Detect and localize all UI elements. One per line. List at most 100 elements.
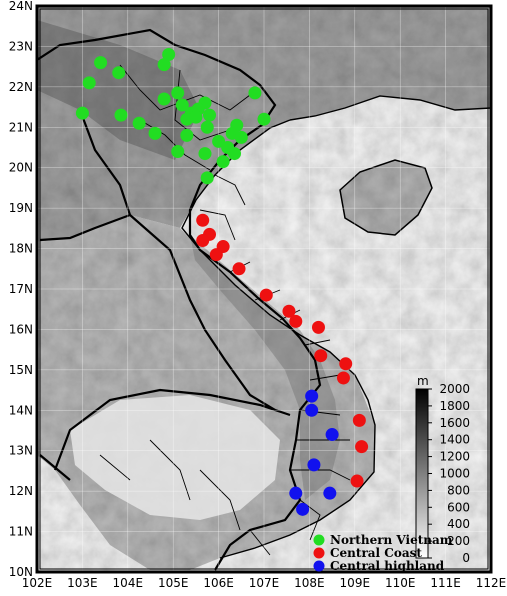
station-northern [203, 108, 217, 122]
colorbar-tick-label: 400 [447, 517, 470, 531]
colorbar-tick-label: 800 [447, 483, 470, 497]
station-northern [162, 48, 176, 62]
station-central-highland [296, 502, 310, 516]
lon-tick-label: 103E [67, 576, 98, 590]
station-northern [114, 108, 128, 122]
stations-central-highland [289, 389, 339, 516]
legend-marker-highland [313, 560, 325, 572]
lon-tick-label: 102E [22, 576, 53, 590]
lon-tick-label: 105E [158, 576, 189, 590]
station-northern [234, 130, 248, 144]
lon-tick-label: 104E [113, 576, 144, 590]
legend: Northern Vietnam Central Coast Central h… [313, 533, 453, 573]
station-central-coast [350, 474, 364, 488]
station-central-coast [289, 314, 303, 328]
colorbar: m 0 200 400 600 800 1000 1200 1400 1600 1800 2000 [415, 374, 470, 565]
legend-marker-northern [313, 534, 325, 546]
station-central-coast [311, 320, 325, 334]
north-mountains [37, 20, 200, 160]
map-frame-inner [39, 8, 489, 570]
station-northern [171, 86, 185, 100]
colorbar-tick-label: 1800 [439, 399, 470, 413]
colorbar-tick-labels: 0 200 400 600 800 1000 1200 1400 1600 1800 2000 [428, 382, 470, 565]
lon-tick-label: 106E [203, 576, 234, 590]
station-northern [75, 106, 89, 120]
lon-tick-label: 111E [430, 576, 461, 590]
lat-tick-label: 19N [9, 201, 33, 215]
lat-tick-label: 15N [9, 363, 33, 377]
legend-label-coast: Central Coast [330, 546, 422, 560]
lon-tick-label: 107E [249, 576, 280, 590]
lat-tick-label: 14N [9, 403, 33, 417]
map-frame [35, 4, 493, 574]
cambodia-plain [70, 395, 280, 520]
station-central-coast [314, 349, 328, 363]
station-northern [189, 110, 203, 124]
lat-tick-label: 18N [9, 242, 33, 256]
station-northern [175, 98, 189, 112]
lat-tick-label: 12N [9, 484, 33, 498]
station-central-coast [282, 304, 296, 318]
lon-tick-label: 110E [385, 576, 416, 590]
legend-label-northern: Northern Vietnam [330, 533, 453, 547]
station-central-highland [305, 403, 319, 417]
vietnam-border [37, 28, 322, 571]
stations-central-coast [196, 213, 369, 488]
station-northern [227, 147, 241, 161]
station-central-coast [232, 262, 246, 276]
station-northern [257, 112, 271, 126]
legend-label-highland: Central highland [330, 559, 445, 573]
station-central-highland [323, 486, 337, 500]
colorbar-tick-label: 600 [447, 500, 470, 514]
lat-tick-label: 16N [9, 322, 33, 336]
laos-border [37, 60, 276, 411]
legend-marker-coast [313, 547, 325, 559]
highland-band [190, 235, 340, 500]
station-northern [112, 66, 126, 80]
colorbar-tick-label: 2000 [439, 382, 470, 396]
colorbar-tick-label: 1200 [439, 450, 470, 464]
station-northern [148, 126, 162, 140]
lon-tick-label: 109E [340, 576, 371, 590]
station-central-coast [352, 413, 366, 427]
station-central-coast [209, 248, 223, 262]
station-northern [157, 58, 171, 72]
colorbar-tick-label: 1600 [439, 416, 470, 430]
station-central-coast [196, 233, 210, 247]
station-northern [94, 56, 108, 70]
stations-northern [75, 48, 271, 185]
lat-tick-label: 20N [9, 161, 33, 175]
lat-tick-label: 10N [9, 565, 33, 579]
lat-tick-label: 24N [9, 0, 33, 13]
colorbar-tick-label: 1400 [439, 433, 470, 447]
station-central-coast [259, 288, 273, 302]
lon-tick-label: 112E [476, 576, 507, 590]
station-northern [180, 128, 194, 142]
station-central-coast [355, 440, 369, 454]
lat-tick-label: 17N [9, 282, 33, 296]
station-central-coast [339, 357, 353, 371]
colorbar-unit: m [417, 374, 429, 388]
station-central-highland [289, 486, 303, 500]
station-northern [132, 116, 146, 130]
station-central-coast [196, 213, 210, 227]
station-northern [82, 76, 96, 90]
cambodia-border [39, 388, 291, 481]
station-central-highland [305, 389, 319, 403]
station-northern [216, 155, 230, 169]
station-central-highland [307, 458, 321, 472]
station-northern [171, 145, 185, 159]
lat-tick-label: 13N [9, 444, 33, 458]
station-northern [200, 120, 214, 134]
lat-tick-label: 21N [9, 120, 33, 134]
station-central-highland [325, 428, 339, 442]
lat-tick-labels: 10N 11N 12N 13N 14N 15N 16N 17N 18N 19N 20N 21N 22N 2… [9, 0, 33, 579]
colorbar-tick-label: 1000 [439, 467, 470, 481]
station-northern [248, 86, 262, 100]
lat-tick-label: 22N [9, 80, 33, 94]
station-northern [157, 92, 171, 106]
lat-tick-label: 11N [9, 525, 33, 539]
station-central-coast [336, 371, 350, 385]
lon-tick-labels: 102E 103E 104E 105E 106E 107E 108E 109E 110E 111E… [22, 576, 507, 590]
